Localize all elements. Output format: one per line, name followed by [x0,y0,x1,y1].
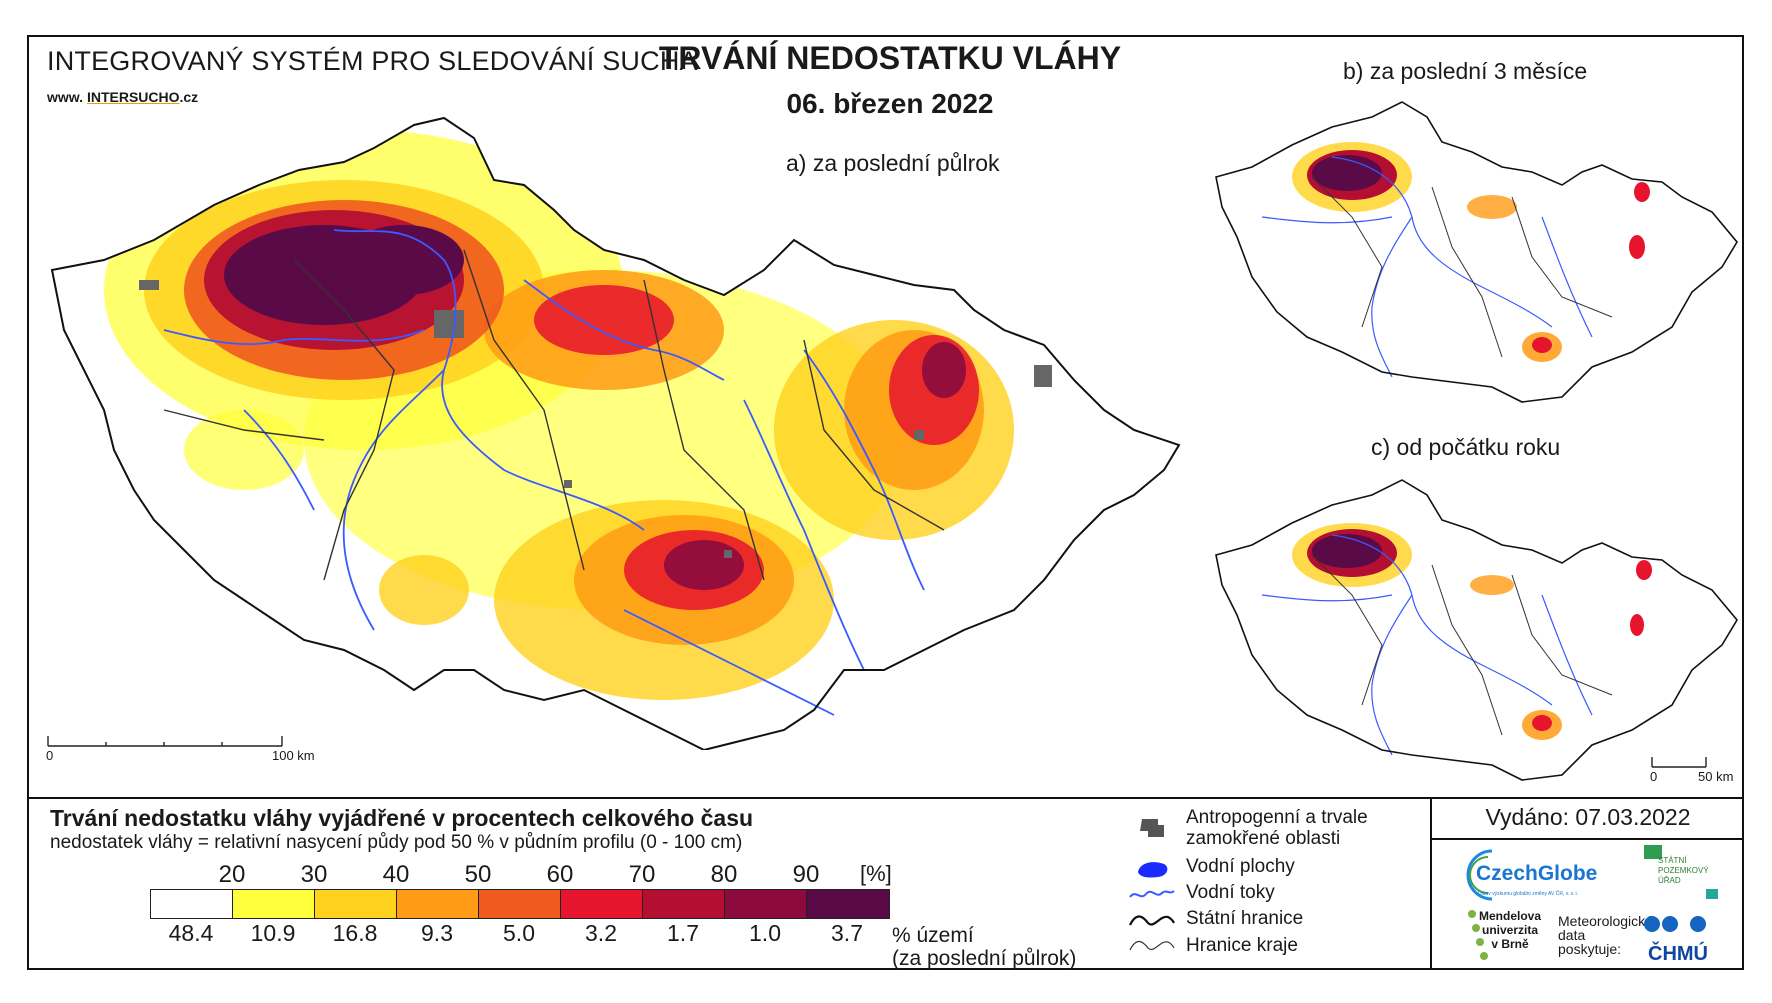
area-pct-4: 5.0 [503,920,535,946]
spu-logo-text: STÁTNÍ POZEMKOVÝ ÚŘAD [1658,856,1709,886]
threshold-50: 50 [464,861,492,888]
legend-swatch-8 [807,890,889,918]
legend-subtitle: nedostatek vláhy = relativní nasycení pů… [50,832,743,853]
map-half-year [50,116,1181,750]
meteo-line-1: Meteorologická [1558,913,1653,929]
spu-line-3: ÚŘAD [1658,876,1681,885]
map-b-label: b) za poslední 3 měsíce [1343,58,1588,84]
issued-divider [1430,838,1744,840]
scale-small-start: 0 [1650,769,1658,784]
spu-logo [1644,845,1718,899]
figure-frame [27,35,1744,970]
scale-bar-small: 0 50 km [1650,755,1745,785]
legend-swatch-3 [397,890,479,918]
footer-divider [1430,797,1432,970]
area-pct-6: 1.7 [667,920,699,946]
czechglobe-logo-subtext: Ústav výzkumu globální změny AV ČR, v. v… [1478,890,1578,897]
chmu-logo: ČHMÚ [1644,916,1708,965]
threshold-80: 80 [710,861,738,888]
spu-line-1: STÁTNÍ [1658,856,1687,865]
map-a-label: a) za poslední půlrok [786,150,1000,176]
url-inter: INTER [86,89,129,105]
threshold-30: 30 [300,861,328,888]
czechglobe-logo-text: CzechGlobe [1476,862,1597,885]
system-title: INTEGROVANÝ SYSTÉM PRO SLEDOVÁNÍ SUCHA [47,46,698,76]
legend-swatch-7 [725,890,807,918]
legend-swatch-4 [479,890,561,918]
threshold-70: 70 [628,861,656,888]
anthropogenic-icon [1140,819,1164,837]
mendelu-logo-text: Mendelova univerzita v Brně [1479,909,1541,951]
threshold-40: 40 [382,861,410,888]
symbol-label-anthropogenic: Antropogenní a trvale [1186,807,1368,828]
scale-main-start: 0 [46,748,54,763]
scale-bar-main: 0 100 km [46,734,315,764]
river-icon [1129,890,1175,898]
area-pct-3: 9.3 [421,920,453,946]
mendelu-line-1: Mendelova [1479,909,1542,923]
threshold-20: 20 [218,861,246,888]
region-border-icon [1129,940,1175,951]
chmu-logo-text: ČHMÚ [1648,941,1708,965]
legend-title: Trvání nedostatku vláhy vyjádřené v proc… [50,805,754,831]
page-title: TRVÁNÍ NEDOSTATKU VLÁHY [658,40,1122,76]
website-link[interactable]: www. INTERSUCHO.cz [47,89,198,105]
symbol-label-region-border: Hranice kraje [1186,935,1298,956]
legend-swatch-0 [151,890,233,918]
map-three-months [1215,101,1738,403]
meteo-data-note: Meteorologická data poskytuje: [1558,914,1653,956]
symbol-label-river: Vodní toky [1186,882,1275,903]
url-suffix: .cz [179,89,199,105]
symbol-label-water: Vodní plochy [1186,856,1295,877]
scale-main-end: 100 km [272,748,315,763]
legend-swatch-1 [233,890,315,918]
legend-divider [27,797,1744,799]
area-pct-2: 16.8 [332,920,378,946]
mendelu-logo [1468,910,1488,960]
meteo-line-3: poskytuje: [1558,941,1622,957]
area-label-period: (za poslední půlrok) [892,947,1077,970]
symbol-label-state-border: Státní hranice [1186,908,1304,929]
map-year-start [1215,479,1738,781]
issued-date: Vydáno: 07.03.2022 [1485,804,1691,830]
area-label: % území [892,924,974,947]
legend-swatch-6 [643,890,725,918]
symbol-label-anthropogenic-2: zamokřené oblasti [1186,828,1341,849]
czechglobe-logo: CzechGlobe Ústav výzkumu globální změny … [1466,849,1597,901]
url-sucho: SUCHO [128,89,180,105]
threshold-90: 90 [792,861,820,888]
area-pct-8: 3.7 [831,920,863,946]
mendelu-line-2: univerzita [1482,923,1539,937]
legend-color-bar [150,889,890,919]
water-body-icon [1138,862,1168,878]
legend-swatch-2 [315,890,397,918]
url-prefix: www. [47,89,84,105]
legend-unit: [%] [860,861,892,886]
mendelu-line-3: v Brně [1491,937,1529,951]
area-pct-7: 1.0 [749,920,781,946]
state-border-icon [1129,915,1175,926]
threshold-60: 60 [546,861,574,888]
spu-line-2: POZEMKOVÝ [1658,866,1709,875]
area-pct-1: 10.9 [250,920,296,946]
legend-swatch-5 [561,890,643,918]
area-pct-5: 3.2 [585,920,617,946]
meteo-line-2: data [1558,927,1586,943]
area-pct-0: 48.4 [168,920,214,946]
map-c-label: c) od počátku roku [1371,434,1561,460]
scale-small-end: 50 km [1698,769,1734,784]
map-date: 06. březen 2022 [786,88,994,119]
